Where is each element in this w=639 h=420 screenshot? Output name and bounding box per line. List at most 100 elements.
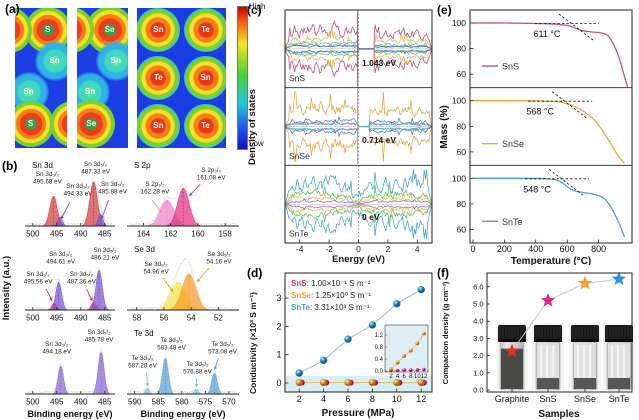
x-tick-label: 56 bbox=[160, 314, 169, 323]
x-tick-label: 590 bbox=[128, 398, 142, 407]
x-tick-label: 164 bbox=[137, 230, 151, 239]
y-tick-label: 4.0 bbox=[473, 317, 483, 326]
plot-frame bbox=[284, 272, 433, 393]
x-tick-label: -2 bbox=[325, 244, 333, 254]
y-tick-label: 1 bbox=[276, 350, 281, 360]
annotation-arrowhead bbox=[158, 209, 162, 213]
panel-d-label: (d) bbox=[247, 266, 263, 280]
category-label: Graphite bbox=[495, 394, 530, 404]
peak-annotation-name: Sn 3d₃/₂ bbox=[45, 341, 69, 348]
x-tick-label: 0 bbox=[356, 244, 361, 254]
y-tick-label: 3.0 bbox=[473, 334, 483, 343]
x-tick-label: 158 bbox=[218, 230, 232, 239]
peak-annotation-name: Sn 3d₅/₂ bbox=[87, 329, 111, 336]
annotation-arrowhead bbox=[169, 288, 174, 292]
cap-band bbox=[571, 339, 599, 342]
legend-sns-name: SnS bbox=[291, 279, 307, 288]
dos-gap-snte: 0 eV bbox=[362, 212, 380, 222]
dos-figure: -4 -2 0 2 4 SnS 1.043 eV SnSe 0.714 eV SnTe … bbox=[247, 9, 433, 265]
legend-sns-value: : 1.00×10⁻¹ S m⁻¹ bbox=[307, 279, 371, 288]
onset-label: 548 °C bbox=[523, 184, 551, 194]
x-tick-label: 485 bbox=[98, 230, 112, 239]
snte-point bbox=[295, 369, 303, 377]
x-tick-label: 8 bbox=[370, 394, 375, 404]
atom-edge bbox=[77, 8, 94, 54]
charge-density-map-sns: S Sn Sn S bbox=[15, 8, 67, 148]
peak-annotation-name: S 2p₁/₂ bbox=[145, 181, 165, 188]
atom-Se: Se bbox=[77, 100, 116, 148]
atom-label: Sn bbox=[200, 73, 211, 82]
peak-annotation-ev: 573.08 eV bbox=[208, 349, 238, 356]
panel-e: (e) 100 80 60 SnS 611 °C 100 80 60 SnSe 568 °C 100… bbox=[435, 0, 639, 267]
y-tick-label: 60 bbox=[457, 225, 467, 235]
y-tick-label: 80 bbox=[457, 199, 467, 209]
atom-label: Sn bbox=[85, 87, 96, 96]
vial-powder-bottom bbox=[574, 378, 596, 389]
x-tick-label: 160 bbox=[191, 230, 205, 239]
peak-annotation-name: Sn 3d₃/₂ bbox=[49, 251, 73, 258]
c-xlabel: Energy (eV) bbox=[332, 254, 385, 265]
dos-sample-snse: SnSe bbox=[289, 151, 310, 161]
atom-Sn: Sn bbox=[137, 103, 181, 148]
x-tick-label: 495 bbox=[50, 314, 64, 323]
e-ylabel: Mass (%) bbox=[439, 105, 450, 148]
colorbar-low-label: Low bbox=[249, 139, 264, 148]
atom-label: Te bbox=[153, 73, 163, 82]
cap-band bbox=[498, 339, 526, 342]
tga-curve-SnTe bbox=[472, 177, 626, 238]
legend-snte-value: : 3.31×10³ S m⁻¹ bbox=[310, 303, 370, 312]
panel-e-label: (e) bbox=[437, 3, 452, 17]
x-tick-label: 58 bbox=[132, 314, 141, 323]
density-star-SnS bbox=[540, 293, 556, 307]
peak-annotation-name: Se 3d₃/₂ bbox=[144, 261, 168, 268]
dos-series bbox=[285, 48, 432, 55]
snte-point bbox=[344, 335, 352, 343]
annotation-arrowhead bbox=[196, 278, 201, 282]
inset-sns-point bbox=[402, 368, 406, 372]
inset-snse-point bbox=[422, 331, 426, 336]
snte-line bbox=[298, 289, 422, 374]
peak-annotation-name: Sn 3d₅/₂ bbox=[84, 161, 108, 168]
peak-annotation-name: Te 3d₅/₂ bbox=[211, 341, 234, 348]
category-label: SnS bbox=[539, 394, 556, 404]
inset-snse-point bbox=[395, 360, 400, 365]
x-tick-label: 500 bbox=[26, 230, 40, 239]
inset-x-tick-label: 4 bbox=[396, 374, 400, 380]
x-tick-label: 490 bbox=[74, 314, 88, 323]
peak-annotation-ev: 495.68 eV bbox=[33, 179, 63, 186]
peak-annotation-name: Sn 3d₃/₂ bbox=[66, 183, 90, 190]
peak-annotation-ev: 486.21 eV bbox=[91, 255, 121, 262]
annotation-arrowhead bbox=[213, 366, 218, 370]
b-xlabel-right: Binding energy (eV) bbox=[140, 409, 225, 419]
e-xlabel: Temperature (°C) bbox=[511, 256, 592, 265]
y-tick-label: 80 bbox=[457, 44, 467, 54]
vial-powder-bottom bbox=[537, 378, 559, 389]
atom-label: Se bbox=[104, 25, 115, 35]
snse-point bbox=[320, 379, 328, 387]
atom-Sn: Sn bbox=[183, 56, 226, 100]
dos-sample-sns: SnS bbox=[289, 73, 305, 83]
peak-annotation-ev: 494.33 eV bbox=[64, 191, 94, 198]
panel-d: (d) 0 1 2 3 2 4 6 8 10 12 0.0 0.4 0.8 1.2 2 4 6 8 10 12 SnS… bbox=[245, 265, 439, 420]
x-tick-label: -4 bbox=[296, 244, 304, 254]
peak-annotation-ev: 487.33 eV bbox=[81, 169, 111, 176]
panel-f-label: (f) bbox=[437, 266, 449, 280]
onset-label: 611 °C bbox=[533, 29, 560, 39]
c-ylabel: Density of states bbox=[247, 89, 258, 165]
x-tick-label: 10 bbox=[392, 394, 402, 404]
y-tick-label: 2.0 bbox=[473, 351, 483, 360]
y-tick-label: 3 bbox=[276, 293, 281, 303]
legend-snte-name: SnTe bbox=[291, 303, 311, 312]
x-tick-label: 52 bbox=[214, 314, 223, 323]
vial-powder-bottom bbox=[608, 378, 630, 389]
inset-y-tick-label: 0.4 bbox=[375, 357, 384, 363]
atom-Te: Te bbox=[183, 8, 226, 53]
d-ylabel: Conductivity (×10³ S m⁻¹) bbox=[248, 292, 258, 394]
inset-sns-point bbox=[422, 367, 426, 372]
peak-annotation-ev: 495.56 eV bbox=[24, 279, 54, 286]
peak-annotation-ev: 485.78 eV bbox=[85, 337, 115, 344]
peak-annotation-ev: 494.18 eV bbox=[42, 349, 72, 356]
